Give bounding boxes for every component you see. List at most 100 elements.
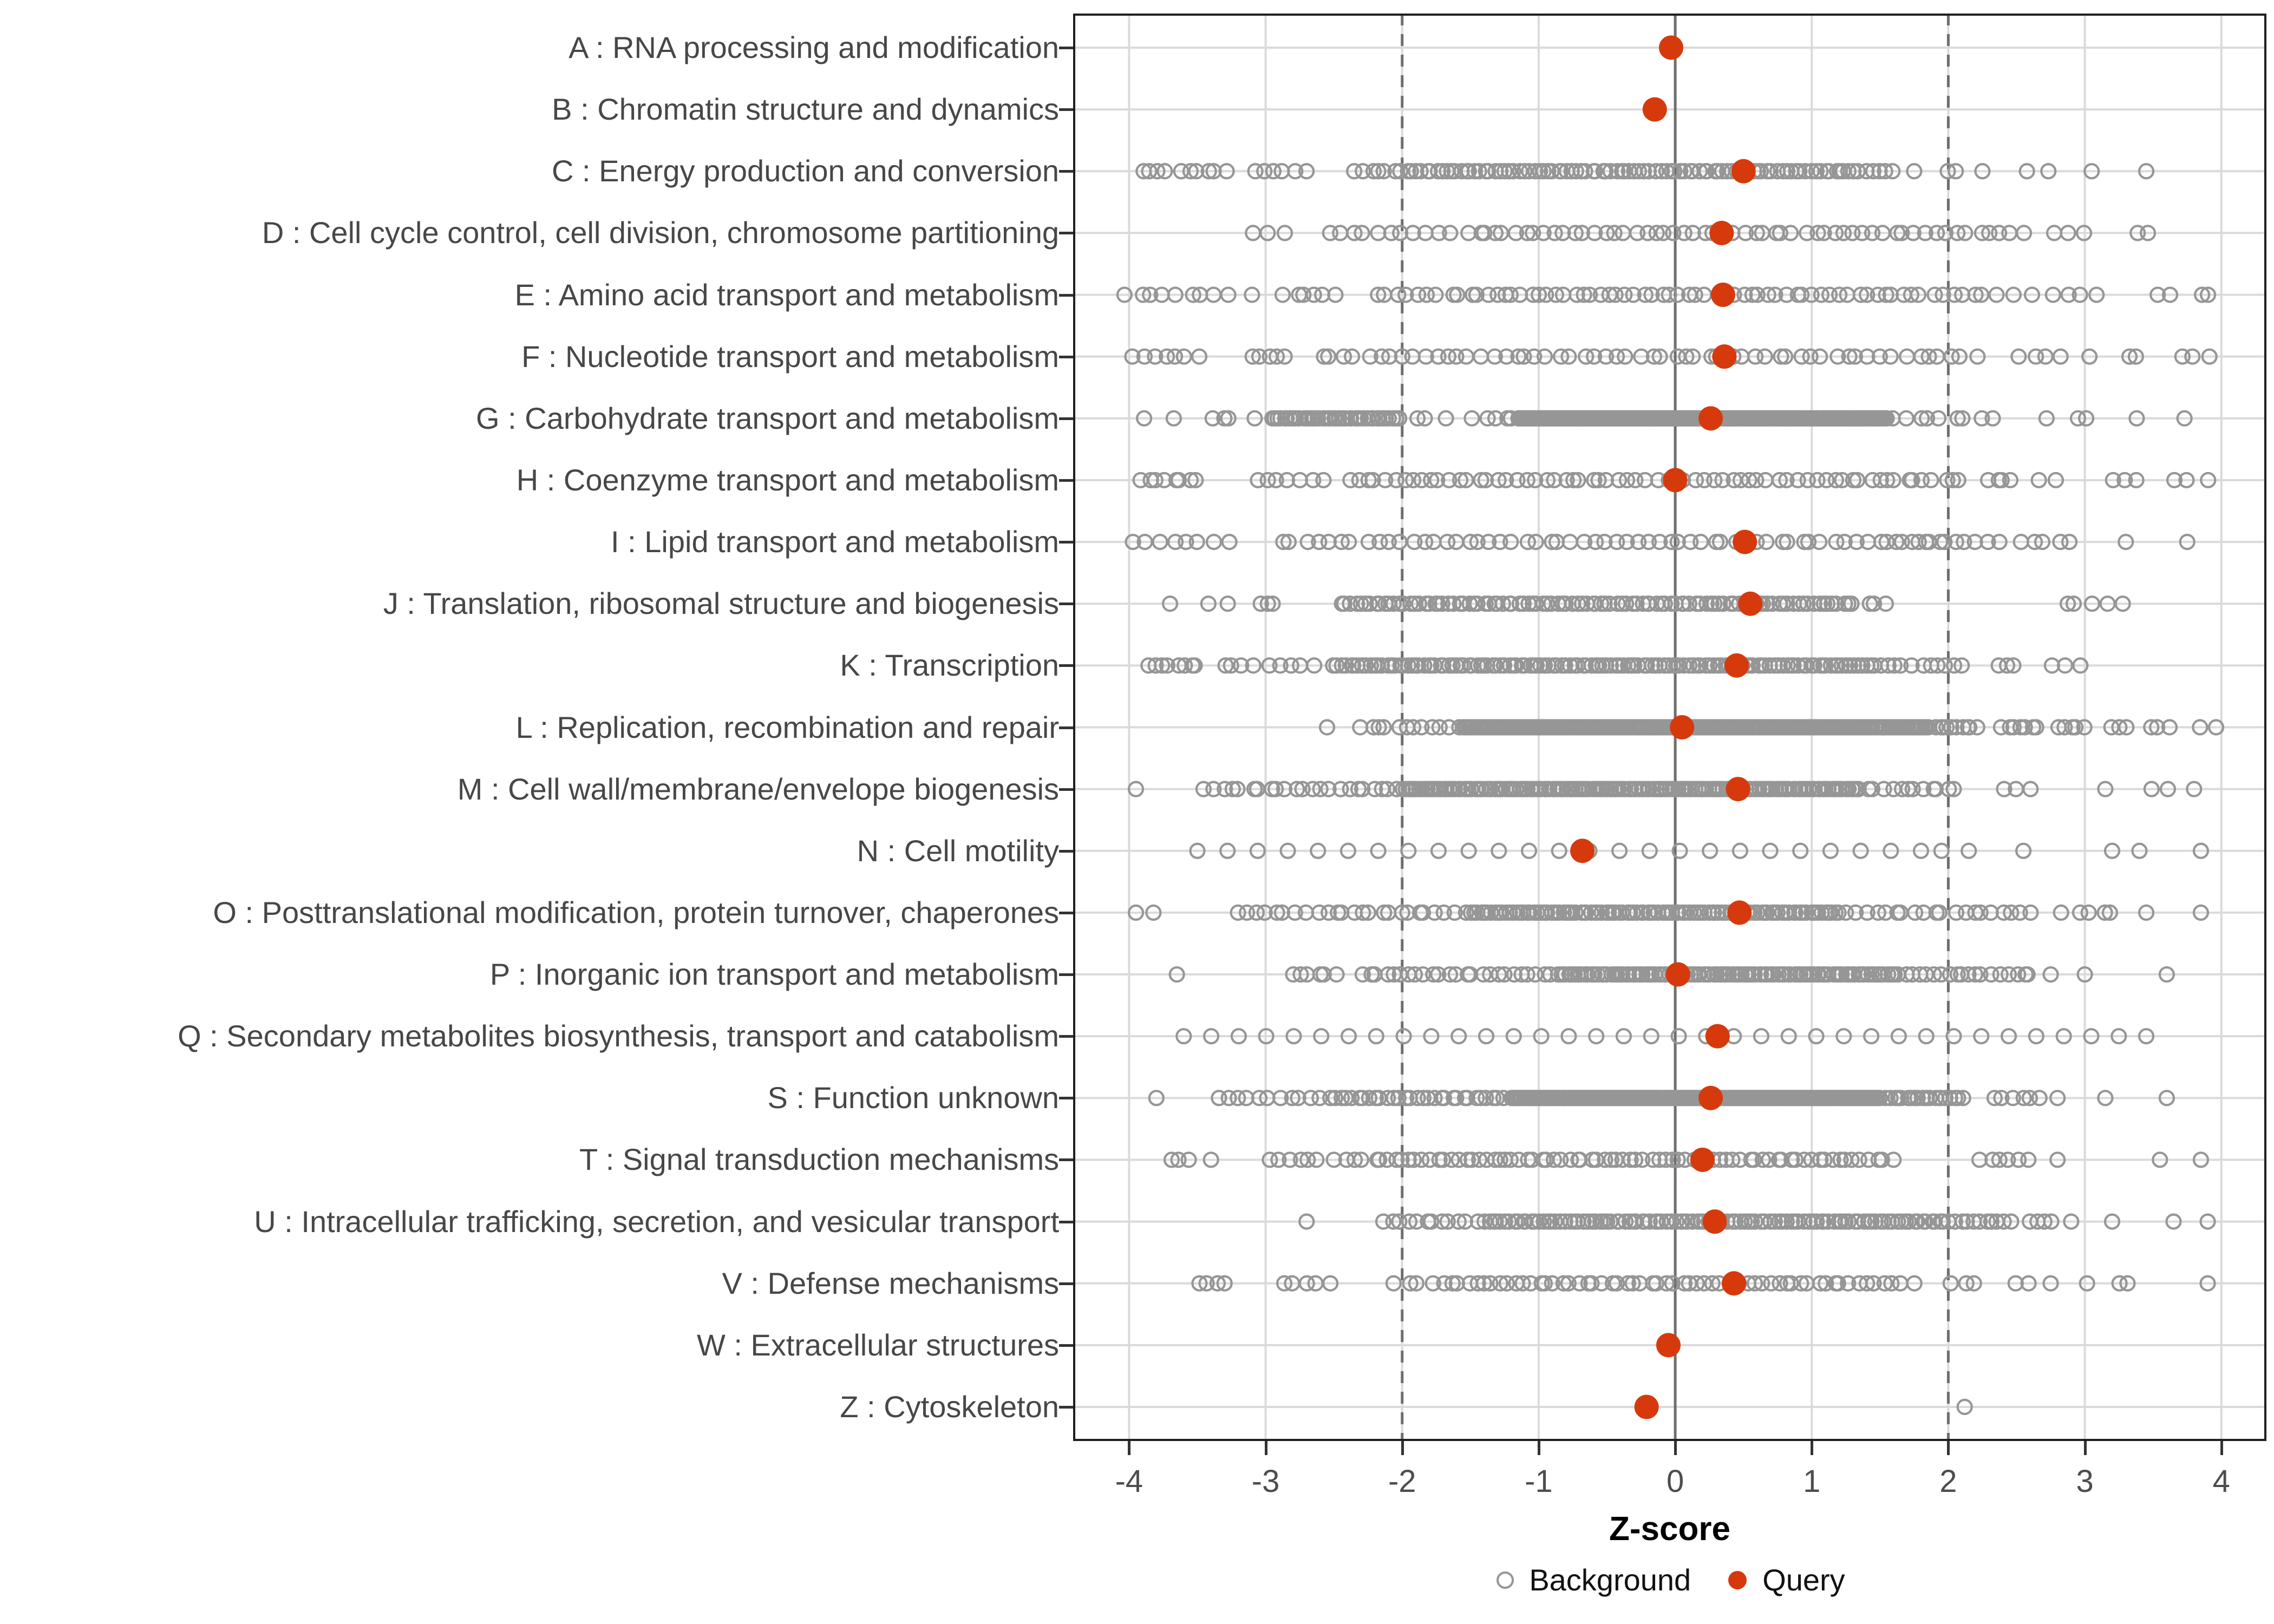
background-point bbox=[1327, 286, 1344, 303]
query-point bbox=[1705, 1024, 1730, 1049]
background-point bbox=[1230, 1028, 1247, 1045]
background-point bbox=[1633, 348, 1650, 365]
background-point bbox=[1375, 163, 1392, 180]
background-point bbox=[1526, 348, 1543, 365]
background-point bbox=[1882, 1090, 1899, 1106]
background-point bbox=[1437, 410, 1454, 427]
category-label: Q : Secondary metabolites biosynthesis, … bbox=[178, 1019, 1059, 1053]
background-point bbox=[1601, 595, 1618, 612]
background-point bbox=[1394, 348, 1410, 365]
background-point bbox=[1809, 472, 1826, 489]
category-label: K : Transcription bbox=[840, 648, 1059, 683]
background-point bbox=[1669, 533, 1686, 551]
background-point bbox=[1769, 904, 1786, 921]
background-point bbox=[1404, 225, 1421, 241]
background-point bbox=[1876, 781, 1892, 797]
background-point bbox=[1458, 904, 1474, 921]
background-point bbox=[1368, 1028, 1384, 1045]
background-point bbox=[2199, 1213, 2216, 1230]
background-point bbox=[1859, 1275, 1876, 1292]
y-tick-mark bbox=[1059, 355, 1073, 358]
background-point bbox=[1452, 781, 1468, 797]
background-point bbox=[2038, 410, 2055, 427]
background-point bbox=[1262, 1151, 1278, 1168]
background-point bbox=[1669, 286, 1686, 303]
background-point bbox=[1597, 348, 1615, 365]
background-point bbox=[1136, 348, 1153, 365]
background-point bbox=[1224, 781, 1241, 797]
x-tick-mark bbox=[1264, 1441, 1267, 1455]
background-point bbox=[1811, 533, 1828, 551]
background-point bbox=[1298, 1275, 1315, 1292]
query-point bbox=[1642, 97, 1667, 122]
background-point bbox=[1793, 348, 1810, 365]
background-point bbox=[1893, 781, 1911, 797]
background-point bbox=[1417, 348, 1434, 365]
background-point bbox=[1698, 163, 1715, 180]
background-point bbox=[1539, 472, 1556, 489]
background-point bbox=[1342, 472, 1359, 489]
background-point bbox=[2176, 410, 2193, 427]
background-point bbox=[1343, 1090, 1360, 1106]
background-point bbox=[1643, 286, 1660, 303]
background-point bbox=[1535, 163, 1552, 180]
background-point bbox=[1525, 286, 1541, 303]
background-point bbox=[2011, 904, 2028, 921]
background-point bbox=[1475, 966, 1492, 983]
background-point bbox=[2096, 904, 2113, 921]
background-point bbox=[1292, 966, 1309, 983]
x-tick-mark bbox=[2220, 1441, 2223, 1455]
background-point bbox=[1305, 286, 1322, 303]
background-point bbox=[1945, 1028, 1962, 1045]
background-point bbox=[1993, 472, 2010, 489]
background-point bbox=[1267, 781, 1284, 797]
background-point bbox=[1463, 410, 1480, 427]
background-point bbox=[1863, 1028, 1880, 1045]
background-point bbox=[1843, 1151, 1860, 1168]
background-point bbox=[1948, 904, 1965, 921]
background-point bbox=[1973, 286, 1990, 303]
background-point bbox=[1519, 966, 1535, 983]
background-point bbox=[1888, 533, 1905, 551]
background-point bbox=[1421, 163, 1438, 180]
background-point bbox=[2067, 719, 2084, 736]
background-point bbox=[1379, 781, 1396, 797]
x-tick-mark bbox=[1811, 1441, 1814, 1455]
background-point bbox=[1763, 1275, 1780, 1292]
background-point bbox=[1322, 225, 1338, 241]
background-point bbox=[1520, 842, 1538, 859]
background-point bbox=[1354, 781, 1371, 797]
background-point bbox=[1971, 1213, 1988, 1230]
background-point bbox=[1553, 348, 1570, 365]
background-point bbox=[1371, 533, 1388, 551]
background-point bbox=[1663, 1213, 1680, 1230]
background-point bbox=[2036, 1213, 2053, 1230]
background-point bbox=[1219, 595, 1236, 612]
background-point bbox=[1444, 1275, 1461, 1292]
background-point bbox=[1435, 904, 1452, 921]
background-point bbox=[1910, 533, 1927, 551]
background-point bbox=[1244, 286, 1260, 303]
background-point bbox=[1578, 904, 1595, 921]
background-point bbox=[1852, 842, 1869, 859]
background-point bbox=[1434, 163, 1451, 180]
x-axis-title: Z-score bbox=[1609, 1510, 1730, 1548]
background-point bbox=[1256, 904, 1273, 921]
category-label: A : RNA processing and modification bbox=[568, 30, 1059, 64]
background-point bbox=[1946, 1213, 1963, 1230]
background-point bbox=[1843, 595, 1860, 612]
background-point bbox=[2116, 472, 2133, 489]
background-point bbox=[1720, 966, 1737, 983]
background-point bbox=[1661, 286, 1677, 303]
background-point bbox=[1218, 163, 1235, 180]
background-point bbox=[1704, 1275, 1721, 1292]
background-point bbox=[1381, 348, 1398, 365]
background-point bbox=[1827, 225, 1844, 241]
background-point bbox=[1998, 657, 2016, 674]
background-point bbox=[1878, 533, 1895, 551]
background-point bbox=[1995, 1213, 2012, 1230]
background-point bbox=[1756, 348, 1773, 365]
background-point bbox=[1127, 904, 1145, 921]
background-point bbox=[1586, 225, 1603, 241]
